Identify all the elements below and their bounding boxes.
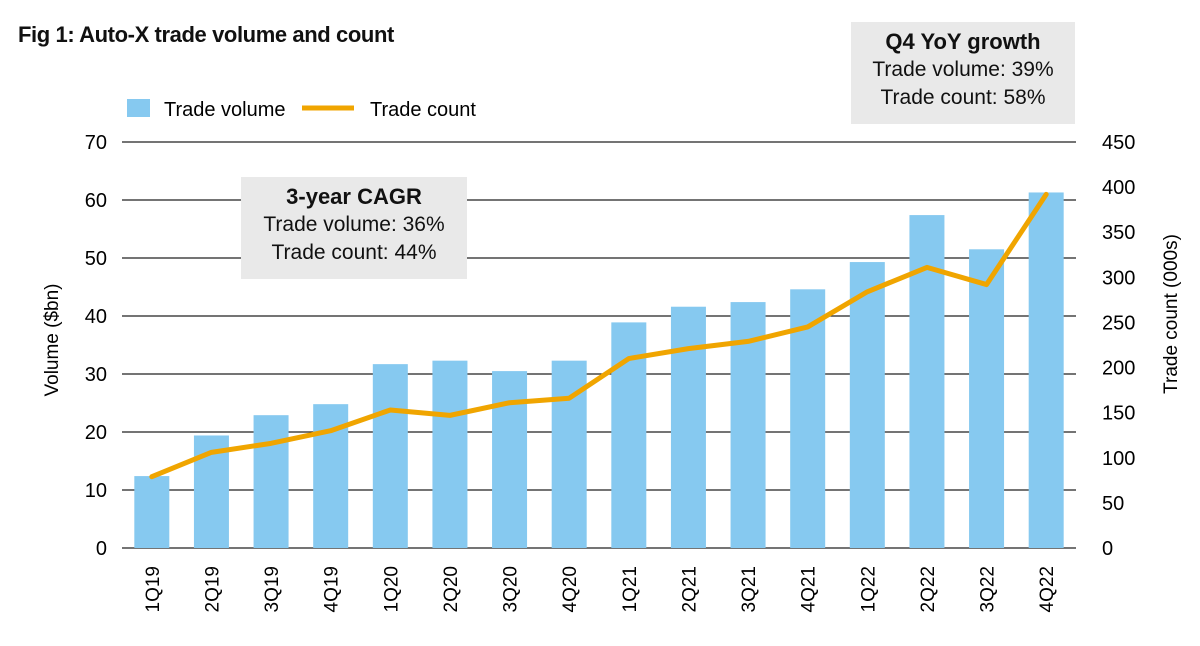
right-tick-label: 250 <box>1102 312 1135 334</box>
left-axis-ticks: 0 10 20 30 40 50 60 70 <box>85 132 107 560</box>
legend-count-label: Trade count <box>370 99 476 121</box>
x-tick-label: 1Q22 <box>858 566 879 612</box>
x-tick-label: 2Q20 <box>441 566 462 612</box>
right-axis-ticks: 0 50 100 150 200 250 300 350 400 450 <box>1102 132 1135 560</box>
x-tick-label: 1Q19 <box>143 566 164 612</box>
cagr-count: Trade count: 44% <box>271 241 437 264</box>
legend-volume-swatch <box>127 99 150 117</box>
volume-bar <box>492 371 528 548</box>
x-tick-label: 4Q21 <box>799 566 820 612</box>
x-tick-label: 2Q22 <box>918 566 939 612</box>
left-tick-label: 40 <box>85 306 107 328</box>
right-tick-label: 350 <box>1102 222 1135 244</box>
yoy-count: Trade count: 58% <box>880 86 1046 109</box>
x-tick-label: 1Q21 <box>620 566 641 612</box>
left-tick-label: 30 <box>85 364 107 386</box>
volume-bar <box>790 289 826 548</box>
legend-volume-label: Trade volume <box>164 99 286 121</box>
right-tick-label: 150 <box>1102 403 1135 425</box>
cagr-volume: Trade volume: 36% <box>263 213 445 236</box>
yoy-growth-box: Q4 YoY growth Trade volume: 39% Trade co… <box>851 22 1075 124</box>
x-tick-label: 2Q21 <box>679 566 700 612</box>
left-tick-label: 50 <box>85 248 107 270</box>
x-tick-label: 4Q22 <box>1037 566 1058 612</box>
right-axis-label: Trade count (000s) <box>1161 234 1182 394</box>
right-tick-label: 400 <box>1102 177 1135 199</box>
volume-bar <box>670 306 706 548</box>
x-tick-label: 3Q20 <box>501 566 522 612</box>
volume-bar <box>372 364 408 548</box>
left-tick-label: 0 <box>96 538 107 560</box>
cagr-heading: 3-year CAGR <box>286 184 422 209</box>
volume-bar <box>849 262 885 548</box>
volume-bar <box>969 249 1005 549</box>
cagr-box: 3-year CAGR Trade volume: 36% Trade coun… <box>241 177 467 279</box>
right-tick-label: 200 <box>1102 358 1135 380</box>
left-tick-label: 70 <box>85 132 107 154</box>
yoy-heading: Q4 YoY growth <box>885 29 1041 54</box>
volume-bars <box>134 192 1064 549</box>
volume-bar <box>432 360 468 548</box>
x-axis-ticks: 1Q19 2Q19 3Q19 4Q19 1Q20 2Q20 3Q20 4Q20 1Q21 2Q21… <box>143 566 1058 612</box>
x-tick-label: 4Q19 <box>322 566 343 612</box>
right-tick-label: 450 <box>1102 132 1135 154</box>
left-axis-label: Volume ($bn) <box>42 283 63 396</box>
left-tick-label: 20 <box>85 422 107 444</box>
left-tick-label: 60 <box>85 190 107 212</box>
x-tick-label: 3Q19 <box>262 566 283 612</box>
yoy-volume: Trade volume: 39% <box>872 58 1054 81</box>
right-tick-label: 0 <box>1102 538 1113 560</box>
x-tick-label: 3Q21 <box>739 566 760 612</box>
count-line <box>149 191 1049 480</box>
right-tick-label: 100 <box>1102 448 1135 470</box>
legend: Trade volume Trade count <box>127 99 476 121</box>
volume-bar <box>134 476 170 548</box>
right-tick-label: 50 <box>1102 493 1124 515</box>
x-tick-label: 3Q22 <box>978 566 999 612</box>
chart-title: Fig 1: Auto-X trade volume and count <box>18 22 394 47</box>
right-tick-label: 300 <box>1102 267 1135 289</box>
volume-bar <box>1028 192 1064 548</box>
left-tick-label: 10 <box>85 480 107 502</box>
x-tick-label: 2Q19 <box>202 566 223 612</box>
volume-bar <box>253 415 289 548</box>
x-tick-label: 4Q20 <box>560 566 581 612</box>
count-series-line <box>149 191 1049 480</box>
x-tick-label: 1Q20 <box>381 566 402 612</box>
